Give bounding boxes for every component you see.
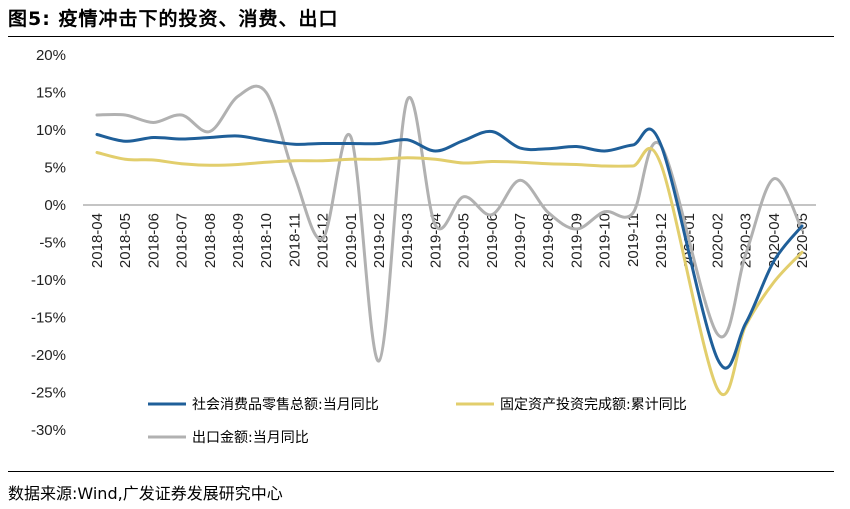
x-tick-label: 2019-10 bbox=[597, 213, 614, 268]
figure-title: 疫情冲击下的投资、消费、出口 bbox=[58, 8, 339, 30]
y-tick-label: 10% bbox=[36, 122, 66, 139]
x-tick-label: 2018-10 bbox=[258, 213, 275, 268]
x-tick-label: 2018-05 bbox=[117, 213, 134, 268]
figure-label: 图5: bbox=[8, 8, 51, 30]
x-tick-label: 2019-05 bbox=[456, 213, 473, 268]
x-tick-label: 2018-04 bbox=[89, 213, 106, 268]
x-tick-label: 2018-08 bbox=[202, 213, 219, 268]
y-tick-label: 0% bbox=[44, 197, 66, 214]
x-tick-label: 2019-01 bbox=[343, 213, 360, 268]
x-tick-label: 2020-02 bbox=[709, 213, 726, 268]
series-line-3 bbox=[95, 84, 804, 363]
y-tick-label: -20% bbox=[31, 347, 66, 364]
x-tick-label: 2019-12 bbox=[653, 213, 670, 268]
legend-label-2: 固定资产投资完成额:累计同比 bbox=[500, 397, 687, 413]
y-tick-label: -15% bbox=[31, 310, 66, 327]
x-tick-label: 2018-11 bbox=[286, 213, 303, 267]
x-tick-label: 2019-06 bbox=[484, 213, 501, 268]
y-tick-label: -30% bbox=[31, 422, 66, 439]
x-tick-label: 2018-06 bbox=[145, 213, 162, 268]
x-tick-label: 2019-02 bbox=[371, 213, 388, 268]
y-tick-label: 15% bbox=[36, 85, 66, 102]
x-tick-label: 2019-04 bbox=[427, 213, 444, 268]
x-tick-label: 2018-07 bbox=[174, 213, 191, 268]
x-tick-label: 2019-09 bbox=[568, 213, 585, 268]
data-source-note: 数据来源:Wind,广发证券发展研究中心 bbox=[8, 484, 283, 503]
y-tick-label: -10% bbox=[31, 272, 66, 289]
page-title: 图5: 疫情冲击下的投资、消费、出口 bbox=[8, 4, 338, 31]
y-tick-label: -25% bbox=[31, 385, 66, 402]
x-tick-label: 2019-11 bbox=[625, 213, 642, 267]
x-tick-label: 2018-09 bbox=[230, 213, 247, 268]
y-tick-label: 5% bbox=[44, 160, 66, 177]
title-divider bbox=[8, 36, 834, 37]
legend-label-1: 社会消费品零售总额:当月同比 bbox=[192, 397, 379, 413]
series-line-1 bbox=[95, 127, 804, 370]
x-tick-label: 2019-07 bbox=[512, 213, 529, 268]
x-tick-label: 2019-03 bbox=[399, 213, 416, 268]
source-divider bbox=[8, 471, 834, 472]
y-tick-label: -5% bbox=[39, 235, 66, 252]
y-tick-label: 20% bbox=[36, 47, 66, 64]
x-tick-label: 2019-08 bbox=[540, 213, 557, 268]
legend-label-3: 出口金额:当月同比 bbox=[192, 430, 309, 446]
x-tick-label: 2020-03 bbox=[738, 213, 755, 268]
series-line-2 bbox=[95, 146, 804, 397]
